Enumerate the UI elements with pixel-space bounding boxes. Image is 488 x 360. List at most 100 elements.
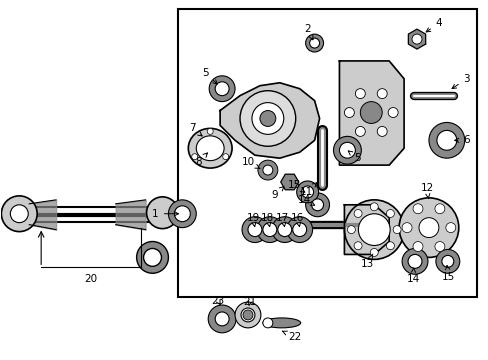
Circle shape [369, 203, 377, 211]
Polygon shape [339, 61, 403, 165]
Circle shape [441, 255, 453, 267]
Text: 19: 19 [246, 213, 259, 226]
Circle shape [146, 197, 178, 229]
Text: 11: 11 [300, 182, 317, 197]
Circle shape [296, 181, 318, 203]
Polygon shape [407, 29, 425, 49]
Text: 13: 13 [360, 254, 373, 269]
Text: 8: 8 [195, 153, 207, 167]
Circle shape [209, 76, 235, 102]
Text: 10: 10 [241, 157, 259, 168]
Circle shape [256, 217, 282, 243]
Text: 9: 9 [271, 186, 284, 200]
Circle shape [353, 242, 361, 250]
Circle shape [445, 223, 455, 233]
Circle shape [428, 122, 464, 158]
Circle shape [355, 89, 365, 99]
Circle shape [353, 210, 361, 217]
Circle shape [398, 198, 458, 257]
Circle shape [411, 34, 421, 44]
Text: 6: 6 [454, 135, 469, 145]
Circle shape [376, 89, 386, 99]
Circle shape [263, 223, 276, 237]
Polygon shape [280, 174, 298, 190]
Circle shape [344, 200, 403, 260]
Ellipse shape [263, 318, 300, 328]
Text: 20: 20 [84, 274, 97, 284]
Circle shape [235, 302, 261, 328]
Circle shape [243, 310, 252, 320]
Text: 21: 21 [243, 297, 256, 307]
Text: 5: 5 [347, 151, 360, 163]
Circle shape [360, 102, 382, 123]
Text: 12: 12 [420, 183, 433, 199]
Text: 16: 16 [290, 213, 304, 226]
Circle shape [277, 223, 291, 237]
Circle shape [271, 217, 297, 243]
Circle shape [241, 308, 254, 322]
Circle shape [286, 217, 312, 243]
Text: 14: 14 [406, 268, 419, 284]
Circle shape [260, 111, 275, 126]
Circle shape [208, 305, 236, 333]
Circle shape [407, 255, 421, 268]
Circle shape [346, 226, 355, 234]
Circle shape [263, 165, 272, 175]
Circle shape [191, 154, 197, 159]
Circle shape [376, 126, 386, 136]
Polygon shape [344, 205, 388, 255]
Circle shape [333, 136, 361, 164]
Circle shape [305, 193, 329, 217]
Circle shape [412, 242, 422, 252]
Circle shape [143, 248, 161, 266]
Circle shape [386, 242, 394, 250]
Circle shape [247, 223, 262, 237]
Circle shape [401, 223, 411, 233]
Circle shape [309, 38, 319, 48]
Ellipse shape [196, 136, 224, 161]
Circle shape [434, 242, 444, 252]
Circle shape [242, 217, 267, 243]
Circle shape [222, 154, 228, 159]
Text: 15: 15 [441, 265, 454, 282]
Circle shape [311, 199, 323, 211]
Circle shape [358, 214, 389, 246]
Text: 22: 22 [282, 331, 301, 342]
Circle shape [355, 126, 365, 136]
Circle shape [215, 82, 228, 96]
Circle shape [418, 218, 438, 238]
Circle shape [435, 249, 459, 273]
Bar [178, 9, 476, 297]
Text: 17: 17 [276, 213, 289, 226]
Circle shape [344, 108, 354, 117]
Circle shape [305, 34, 323, 52]
Ellipse shape [263, 318, 272, 328]
Circle shape [251, 103, 283, 134]
Circle shape [292, 223, 306, 237]
Text: 18: 18 [261, 213, 274, 226]
Circle shape [412, 204, 422, 214]
Ellipse shape [188, 129, 232, 168]
Circle shape [339, 142, 355, 158]
Text: 1: 1 [152, 209, 178, 219]
Circle shape [369, 248, 377, 256]
Text: 7: 7 [188, 123, 202, 136]
Text: 3: 3 [451, 74, 469, 89]
Circle shape [1, 196, 37, 231]
Circle shape [168, 200, 196, 228]
Circle shape [387, 108, 397, 117]
Circle shape [392, 226, 400, 234]
Text: 2: 2 [304, 24, 312, 40]
Text: 15: 15 [287, 180, 304, 192]
Circle shape [240, 91, 295, 146]
Circle shape [136, 242, 168, 273]
Polygon shape [220, 83, 319, 158]
Text: 23: 23 [211, 296, 224, 306]
Circle shape [215, 312, 228, 326]
Text: 5: 5 [202, 68, 217, 84]
Circle shape [386, 210, 394, 217]
Circle shape [301, 186, 313, 198]
Circle shape [207, 129, 213, 134]
Circle shape [257, 160, 277, 180]
Circle shape [436, 130, 456, 150]
